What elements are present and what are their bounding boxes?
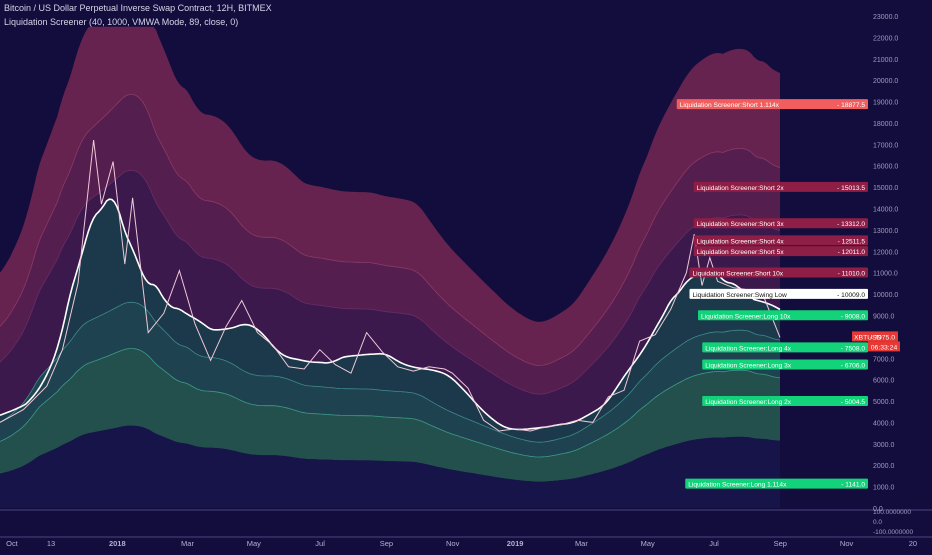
y-tick-label: 22000.0 [873,35,898,42]
y-tick-label: 1000.0 [873,485,895,492]
level-label-bg [689,267,868,278]
x-tick-label: 2019 [507,539,524,548]
x-tick-label: Mar [181,539,194,548]
level-value: - 11010.0 [838,270,866,277]
x-tick-label: Nov [840,539,854,548]
y-tick-label: 21000.0 [873,57,898,64]
level-value: - 15013.5 [837,185,865,192]
y-tick-label: 23000.0 [873,14,898,21]
level-label-bg [693,246,868,257]
long-1x-zone [0,425,780,508]
y-tick-label: 18000.0 [873,121,898,128]
price-tag-bg [852,331,898,342]
level-label: Liquidation Screener:Long 4x [705,345,791,352]
short-1x-zone [0,26,780,366]
level-value: - 10009.0 [837,292,865,299]
y-tick-label: 11000.0 [873,271,898,278]
y-tick-label: 9000.0 [873,313,895,320]
level-label-bg [689,288,868,299]
band-line-2 [0,301,781,443]
y-tick-label: 13000.0 [873,228,898,235]
level-label: Liquidation Screener:Swing Low [693,292,787,299]
x-tick-label: 2018 [109,539,126,548]
level-label-bg [702,359,868,370]
x-tick-label: Sep [774,539,787,548]
y-tick-label: 20000.0 [873,78,898,85]
y-tick-label: 6000.0 [873,378,895,385]
band-line-3 [0,348,781,458]
x-tick-label: May [247,539,261,548]
price-line [0,140,781,432]
level-label-bg [702,395,868,406]
x-tick-label: Sep [380,539,393,548]
y-tick-label: 14000.0 [873,207,898,214]
level-value: - 5004.5 [841,399,866,406]
level-label: Liquidation Screener:Short 10x [693,270,784,277]
level-value: - 13312.0 [837,221,865,228]
price-tag-symbol: XBTUSD [854,334,882,341]
level-value: - 1141.0 [841,482,865,489]
y-tick-label: 10000.0 [873,292,898,299]
subpanel-tick-label: 100.0000000 [873,509,911,516]
y-tick-label: 4000.0 [873,420,895,427]
level-value: - 6706.0 [841,363,866,370]
long-2x-zone [0,348,780,482]
level-label-bg [693,218,868,229]
y-tick-label: 5000.0 [873,399,895,406]
level-value: - 12011.0 [838,249,866,256]
swing-low-line [0,198,781,431]
level-label: Liquidation Screener:Short 1.114x [680,102,780,109]
level-label: Liquidation Screener:Short 2x [697,185,785,192]
long-inner-zone [0,199,780,443]
chart-title: Bitcoin / US Dollar Perpetual Inverse Sw… [4,3,272,13]
x-tick-label: 20 [909,539,917,548]
x-tick-label: 13 [47,539,55,548]
x-tick-label: Mar [575,539,588,548]
y-tick-label: 15000.0 [873,185,898,192]
level-label: Liquidation Screener:Short 4x [697,238,785,245]
band-line-0 [0,94,781,366]
level-label: Liquidation Screener:Short 3x [697,221,785,228]
subpanel-tick-label: -100.0000000 [873,529,914,536]
level-label: Liquidation Screener:Long 1.114x [688,482,787,489]
price-tag-value: - 7975.0 [870,334,895,341]
level-value: - 12511.5 [838,238,866,245]
y-tick-label: 0.0 [873,506,883,513]
level-label-bg [693,235,868,246]
y-tick-label: 16000.0 [873,164,898,171]
x-tick-label: May [641,539,655,548]
level-label: Liquidation Screener:Long 10x [701,313,791,320]
level-label: Liquidation Screener:Long 2x [705,399,791,406]
level-label-bg [693,181,868,192]
band-line-1 [0,169,781,395]
y-tick-label: 3000.0 [873,442,895,449]
x-tick-label: Jul [709,539,719,548]
y-tick-label: 12000.0 [873,249,898,256]
level-label-bg [702,342,868,353]
level-label-bg [685,478,868,489]
y-tick-label: 19000.0 [873,100,898,107]
indicator-legend: Liquidation Screener (40, 1000, VMWA Mod… [4,17,239,27]
level-value: - 18877.5 [837,102,865,109]
level-value: - 7508.0 [841,345,866,352]
subpanel-tick-label: 0.0 [873,519,882,526]
x-tick-label: Oct [6,539,19,548]
level-label-bg [698,310,868,321]
countdown-label: 06:33:24 [871,344,898,351]
level-label: Liquidation Screener:Short 5x [697,249,785,256]
x-tick-label: Jul [315,539,325,548]
y-tick-label: 7000.0 [873,356,895,363]
x-tick-label: Nov [446,539,460,548]
level-label-bg [676,99,868,110]
y-tick-label: 2000.0 [873,463,895,470]
level-value: - 9008.0 [841,313,866,320]
y-tick-label: 17000.0 [873,142,898,149]
level-label: Liquidation Screener:Long 3x [705,363,791,370]
countdown-bg [868,341,900,352]
